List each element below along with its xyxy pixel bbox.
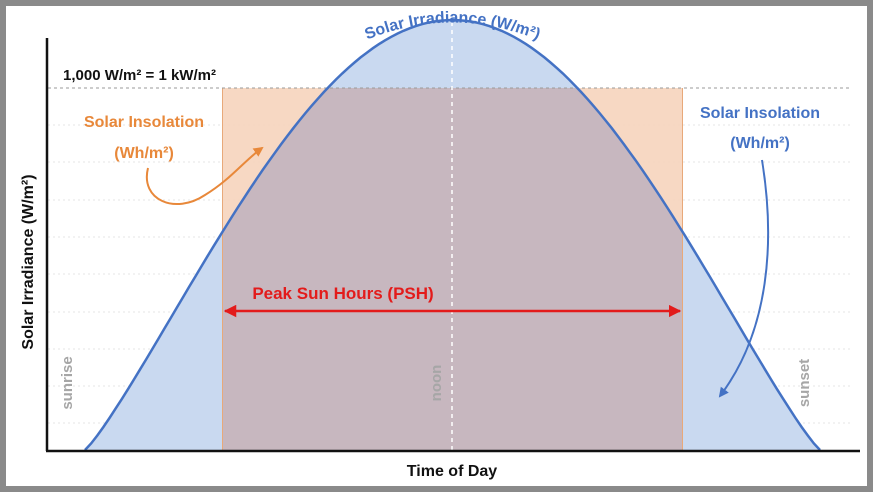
left-insolation-label: Solar Insolation (84, 114, 204, 131)
right-insolation-unit: (Wh/m²) (730, 135, 790, 152)
x-axis-label: Time of Day (407, 463, 498, 480)
left-insolation-arrow (145, 146, 264, 205)
reference-line-label: 1,000 W/m² = 1 kW/m² (63, 67, 216, 84)
left-insolation-unit: (Wh/m²) (114, 145, 174, 162)
sunrise-label: sunrise (59, 356, 76, 409)
sunset-label: sunset (796, 359, 813, 407)
right-insolation-label: Solar Insolation (700, 105, 820, 122)
overlap-region (222, 88, 683, 450)
y-axis-label: Solar Irradiance (W/m²) (20, 174, 37, 349)
psh-label: Peak Sun Hours (PSH) (252, 284, 433, 303)
right-insolation-arrow (718, 159, 770, 398)
irradiance-curve (84, 18, 821, 451)
noon-label: noon (428, 365, 445, 402)
